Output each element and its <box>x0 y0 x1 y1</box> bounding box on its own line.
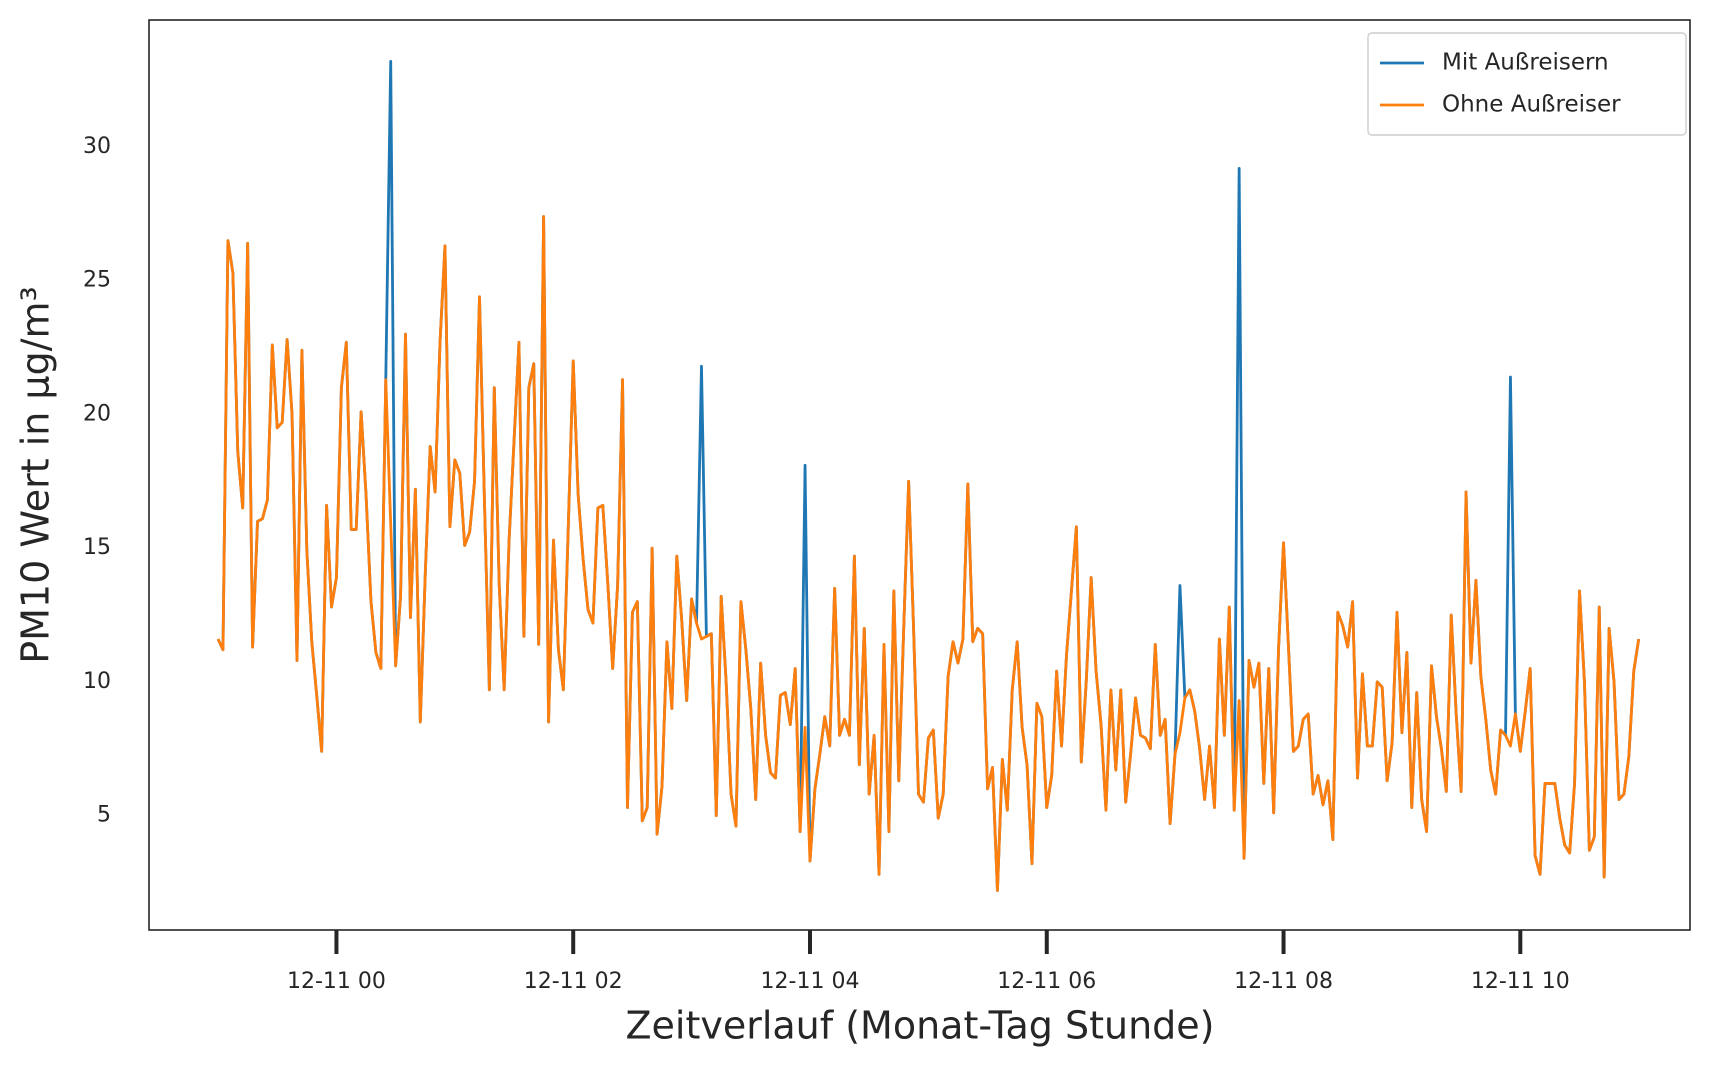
y-tick-label: 10 <box>83 669 111 694</box>
y-tick-label: 15 <box>83 535 111 560</box>
y-tick-label: 5 <box>97 803 111 828</box>
y-tick-label: 25 <box>83 268 111 293</box>
x-tick-label: 12-11 10 <box>1471 969 1570 994</box>
x-axis-label: Zeitverlauf (Monat-Tag Stunde) <box>625 1004 1214 1048</box>
x-tick-label: 12-11 08 <box>1234 969 1333 994</box>
plot-frame <box>148 19 1691 931</box>
y-tick-label: 20 <box>83 401 111 426</box>
legend-box <box>1367 32 1687 136</box>
x-tick-label: 12-11 04 <box>761 969 860 994</box>
y-tick-label: 30 <box>83 134 111 159</box>
x-tick-label: 12-11 00 <box>287 969 386 994</box>
x-tick-label: 12-11 02 <box>524 969 623 994</box>
legend-label: Mit Außreisern <box>1442 50 1609 76</box>
legend-label: Ohne Außreiser <box>1442 92 1621 118</box>
y-axis-label: PM10 Wert in µg/m³ <box>14 286 58 664</box>
x-tick-label: 12-11 06 <box>997 969 1096 994</box>
legend: Mit Außreisern Ohne Außreiser <box>1367 32 1687 136</box>
series-line <box>216 215 1641 892</box>
series-line <box>216 60 1641 892</box>
